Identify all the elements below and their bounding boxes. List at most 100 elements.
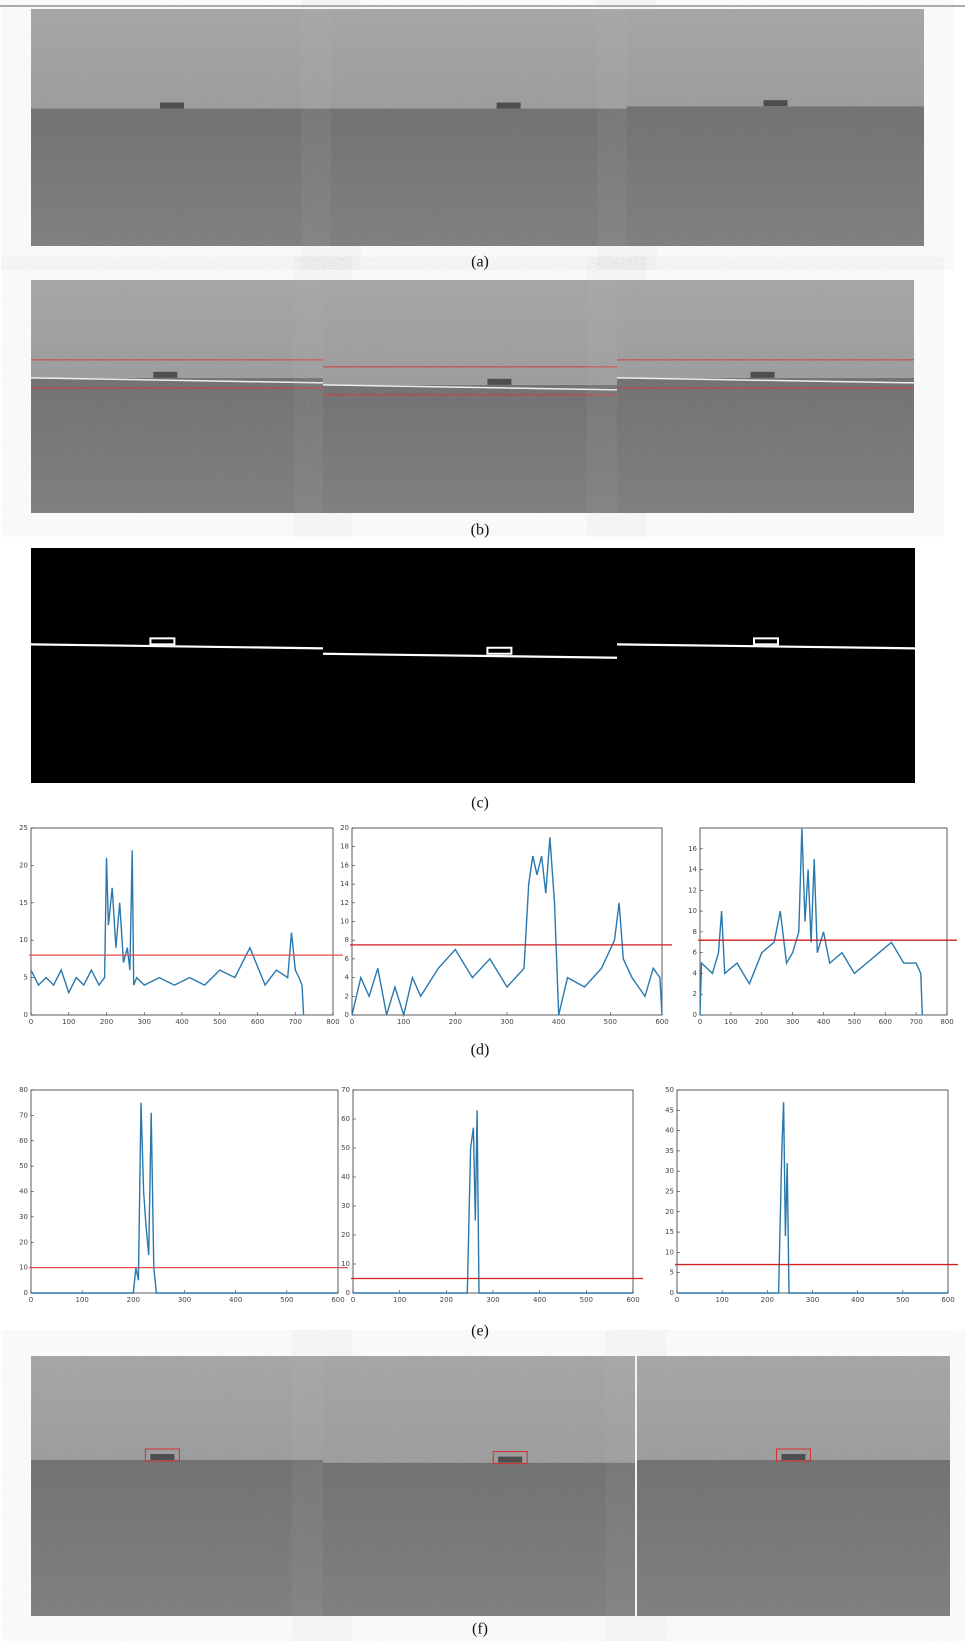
y-tick-label: 12: [688, 886, 697, 894]
x-tick-label: 500: [896, 1296, 909, 1304]
edge-ship: [486, 646, 513, 655]
x-tick-label: 200: [100, 1018, 113, 1026]
y-tick-label: 40: [341, 1173, 350, 1181]
noise: [31, 1356, 323, 1616]
x-tick-label: 400: [533, 1296, 546, 1304]
data-line: [30, 850, 305, 1016]
x-tick-label: 100: [62, 1018, 75, 1026]
y-tick-label: 60: [19, 1137, 28, 1145]
y-tick-label: 30: [19, 1213, 28, 1221]
ship: [498, 1456, 523, 1463]
noise: [323, 280, 617, 513]
y-tick-label: 0: [345, 1011, 349, 1019]
x-tick-label: 100: [397, 1018, 410, 1026]
edge-ship: [149, 637, 176, 646]
y-tick-label: 45: [665, 1106, 674, 1114]
x-tick-label: 0: [675, 1296, 679, 1304]
x-tick-label: 500: [848, 1018, 861, 1026]
y-tick-label: 8: [345, 936, 349, 944]
y-tick-label: 35: [665, 1147, 674, 1155]
x-tick-label: 200: [761, 1296, 774, 1304]
y-tick-label: 10: [19, 936, 28, 944]
data-line: [353, 1110, 633, 1294]
x-tick-label: 200: [755, 1018, 768, 1026]
ship: [160, 102, 184, 109]
y-tick-label: 4: [345, 974, 350, 982]
caption: (a): [471, 254, 489, 271]
x-tick-label: 500: [604, 1018, 617, 1026]
x-tick-label: 300: [178, 1296, 191, 1304]
y-tick-label: 20: [341, 1231, 350, 1239]
y-tick-label: 80: [19, 1086, 28, 1094]
x-tick-label: 0: [29, 1296, 33, 1304]
y-tick-label: 40: [665, 1127, 674, 1135]
y-tick-label: 70: [341, 1086, 350, 1094]
x-tick-label: 500: [280, 1296, 293, 1304]
y-tick-label: 12: [340, 899, 349, 907]
x-tick-label: 200: [127, 1296, 140, 1304]
data-line: [699, 827, 923, 1016]
y-tick-label: 10: [665, 1248, 674, 1256]
edge-map: [323, 548, 617, 783]
noise: [323, 1356, 635, 1616]
y-tick-label: 60: [341, 1115, 350, 1123]
x-tick-label: 700: [909, 1018, 922, 1026]
edge-line: [30, 643, 324, 650]
x-tick-label: 500: [580, 1296, 593, 1304]
x-tick-label: 400: [851, 1296, 864, 1304]
y-tick-label: 2: [345, 992, 349, 1000]
y-tick-label: 0: [24, 1011, 28, 1019]
y-tick-label: 25: [665, 1188, 674, 1196]
x-tick-label: 0: [29, 1018, 33, 1026]
ship: [150, 1454, 175, 1460]
plot-frame: [699, 827, 948, 1016]
noise: [617, 280, 914, 513]
y-tick-label: 5: [24, 974, 28, 982]
horizon: [30, 377, 324, 384]
y-tick-label: 16: [340, 861, 349, 869]
ship: [763, 100, 788, 107]
photo-panels: [30, 9, 950, 1616]
x-tick-label: 100: [393, 1296, 406, 1304]
data-line: [677, 1102, 948, 1294]
noise: [331, 9, 627, 246]
x-tick-label: 200: [440, 1296, 453, 1304]
y-tick-label: 10: [688, 907, 697, 915]
y-tick-label: 14: [340, 880, 349, 888]
x-tick-label: 400: [229, 1296, 242, 1304]
y-tick-label: 20: [19, 861, 28, 869]
x-tick-label: 300: [786, 1018, 799, 1026]
x-tick-label: 700: [289, 1018, 302, 1026]
y-tick-label: 0: [24, 1289, 28, 1297]
data-line: [351, 837, 663, 1018]
y-tick-label: 10: [341, 1260, 350, 1268]
y-tick-label: 70: [19, 1111, 28, 1119]
edge-ship: [753, 637, 779, 646]
detection-box: [776, 1448, 811, 1462]
horizon: [322, 384, 618, 391]
plot-frame: [30, 1089, 339, 1294]
y-tick-label: 15: [665, 1228, 674, 1236]
x-tick-label: 600: [251, 1018, 264, 1026]
x-tick-label: 0: [351, 1296, 355, 1304]
noise: [31, 280, 323, 513]
x-tick-label: 0: [350, 1018, 354, 1026]
caption: (e): [471, 1323, 489, 1340]
x-tick-label: 300: [500, 1018, 513, 1026]
y-tick-label: 8: [693, 928, 697, 936]
y-tick-label: 25: [19, 824, 28, 832]
y-tick-label: 18: [340, 843, 349, 851]
edge-map: [31, 548, 323, 783]
ship: [781, 1454, 806, 1460]
y-tick-label: 40: [19, 1188, 28, 1196]
y-tick-label: 50: [665, 1086, 674, 1094]
ship: [153, 371, 178, 378]
y-tick-label: 14: [688, 866, 697, 874]
x-tick-label: 500: [213, 1018, 226, 1026]
y-tick-label: 2: [693, 990, 697, 998]
x-tick-label: 0: [698, 1018, 702, 1026]
detection-box: [492, 1451, 528, 1465]
y-tick-label: 6: [693, 949, 698, 957]
ship: [487, 378, 512, 385]
